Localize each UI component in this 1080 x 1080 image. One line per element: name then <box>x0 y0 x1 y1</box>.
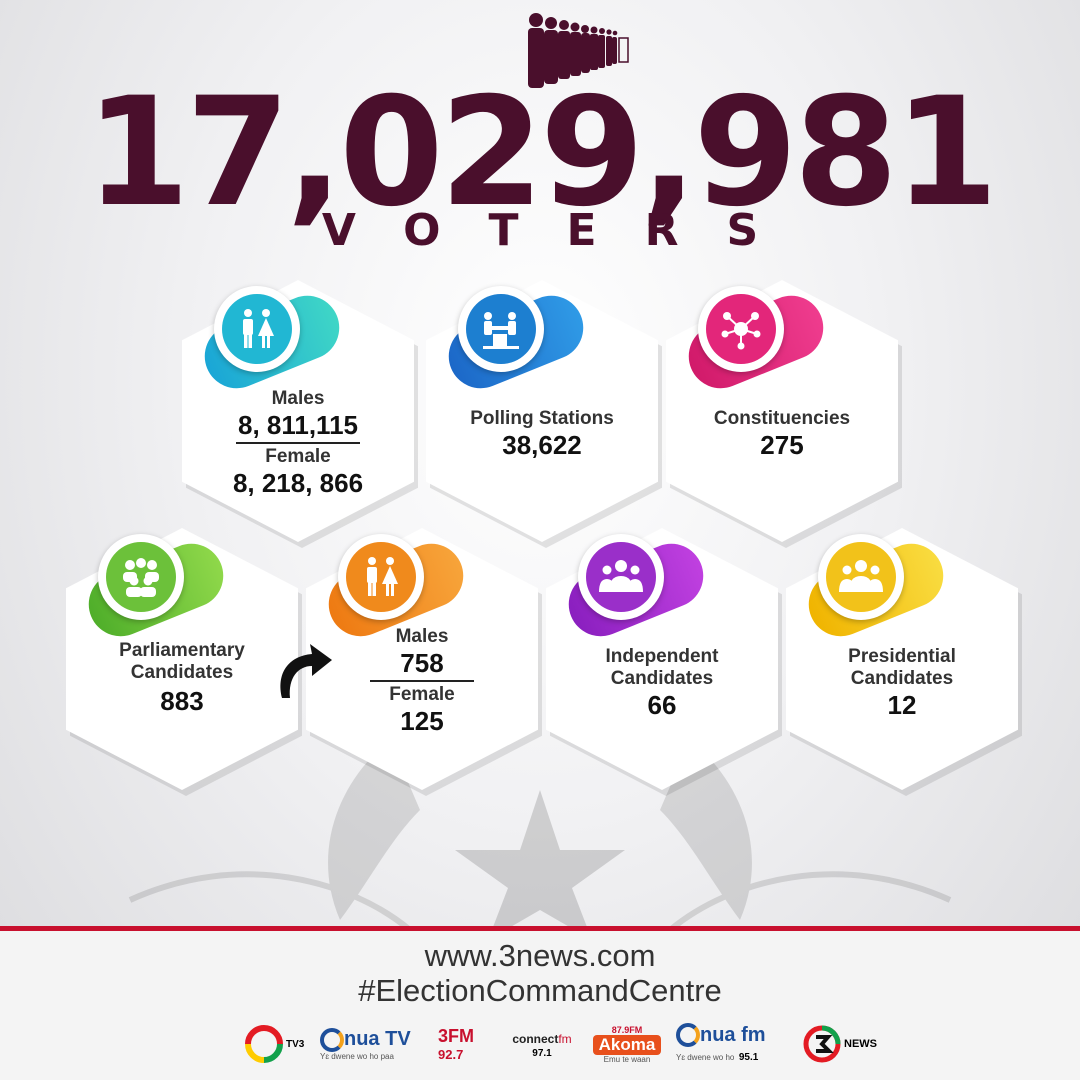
voters-heading: VOTERS <box>321 205 807 256</box>
network-icon <box>721 312 761 350</box>
independent-candidates-value: 66 <box>647 690 677 720</box>
card-voters-gender: Males 8, 811,115 Female 8, 218, 866 <box>182 280 418 548</box>
divider <box>236 442 360 444</box>
3fm-logo: 3FM 92.7 <box>438 1018 494 1070</box>
total-voters-number: 17,029,981 <box>85 66 999 240</box>
female-label: Female <box>265 446 331 467</box>
card-constituencies: Constituencies 275 <box>666 280 902 548</box>
akoma-text: Akoma <box>592 1034 662 1055</box>
male-female-icon <box>243 309 274 348</box>
parliamentary-label-line1: Parliamentary <box>119 640 245 661</box>
badge <box>338 534 424 620</box>
connect-fm-suffix: fm <box>558 1031 572 1046</box>
onua-fm-text: nua fm <box>700 1023 766 1046</box>
constituencies-label: Constituencies <box>713 408 851 429</box>
male-candidates-value: 758 <box>400 648 444 678</box>
female-candidates-value: 125 <box>400 706 444 736</box>
onua-o-icon <box>320 1027 344 1052</box>
curved-arrow-icon <box>280 644 332 698</box>
onua-tv-text: nua TV <box>344 1028 411 1050</box>
akoma-fm-logo: 87.9FM Akoma Emu te waan <box>582 1018 672 1070</box>
footer-divider <box>0 926 1080 931</box>
website-link[interactable]: www.3news.com <box>424 938 656 973</box>
presidential-label-line2: Candidates <box>850 668 954 689</box>
3fm-frequency: 92.7 <box>438 1047 464 1062</box>
badge <box>698 286 784 372</box>
onua-tv-tagline: Yɛ dwene wo ho paa <box>320 1051 394 1061</box>
card-parliamentary-gender: Males 758 Female 125 <box>306 528 542 796</box>
parliamentary-candidates-value: 883 <box>160 686 204 716</box>
business-people-icon <box>839 560 883 592</box>
male-voters-value: 8, 811,115 <box>237 410 359 440</box>
independent-label-line2: Candidates <box>610 668 714 689</box>
3news-circle-icon <box>803 1025 841 1063</box>
badge <box>818 534 904 620</box>
independent-label-line1: Independent <box>605 646 719 667</box>
badge <box>458 286 544 372</box>
coat-of-arms-watermark <box>128 740 952 940</box>
polling-stations-value: 38,622 <box>502 430 582 460</box>
akoma-tagline: Emu te waan <box>603 1054 651 1064</box>
3news-text: NEWS <box>844 1038 877 1050</box>
onua-o-icon <box>676 1023 700 1047</box>
akoma-frequency: 87.9FM <box>611 1024 643 1035</box>
media-logos: TV3 nua TV Yɛ dwene wo ho paa 3FM 92.7 c… <box>244 1018 884 1070</box>
card-parliamentary-candidates: Parliamentary Candidates 883 <box>66 528 302 796</box>
male-label: Males <box>271 388 325 409</box>
presidential-label-line1: Presidential <box>848 646 956 667</box>
constituencies-value: 275 <box>760 430 804 460</box>
card-independent-candidates: Independent Candidates 66 <box>546 528 782 796</box>
onua-fm-frequency: 95.1 <box>738 1052 759 1063</box>
divider <box>370 680 474 682</box>
connect-text: connect <box>512 1031 559 1046</box>
female-voters-value: 8, 218, 866 <box>232 468 364 498</box>
onua-tv-logo: nua TV Yɛ dwene wo ho paa <box>320 1018 430 1070</box>
3fm-text: 3FM <box>438 1026 474 1046</box>
onua-fm-tagline: Yɛ dwene wo ho <box>676 1053 735 1062</box>
badge <box>98 534 184 620</box>
male-female-icon <box>367 557 398 596</box>
business-people-icon <box>599 560 643 592</box>
polling-station-icon <box>483 312 519 349</box>
connect-frequency: 97.1 <box>532 1047 552 1059</box>
badge <box>578 534 664 620</box>
tv3-text: TV3 <box>286 1038 305 1050</box>
group-icon <box>123 558 159 597</box>
male-label: Males <box>395 626 449 647</box>
badge <box>214 286 300 372</box>
tv3-circle-icon <box>245 1025 283 1063</box>
footer <box>0 931 1080 1080</box>
voter-queue-icon <box>528 13 629 88</box>
tv3-logo: TV3 <box>244 1018 314 1070</box>
onua-fm-logo: nua fm Yɛ dwene wo ho 95.1 <box>676 1018 794 1070</box>
parliamentary-label-line2: Candidates <box>130 662 234 683</box>
card-presidential-candidates: Presidential Candidates 12 <box>786 528 1022 796</box>
hashtag: #ElectionCommandCentre <box>358 973 722 1008</box>
3news-logo: NEWS <box>802 1018 878 1070</box>
female-label: Female <box>389 684 455 705</box>
connect-fm-logo: connectfm 97.1 <box>506 1018 578 1070</box>
card-polling-stations: Polling Stations 38,622 <box>426 280 662 548</box>
polling-stations-label: Polling Stations <box>470 408 614 429</box>
presidential-candidates-value: 12 <box>887 690 917 720</box>
